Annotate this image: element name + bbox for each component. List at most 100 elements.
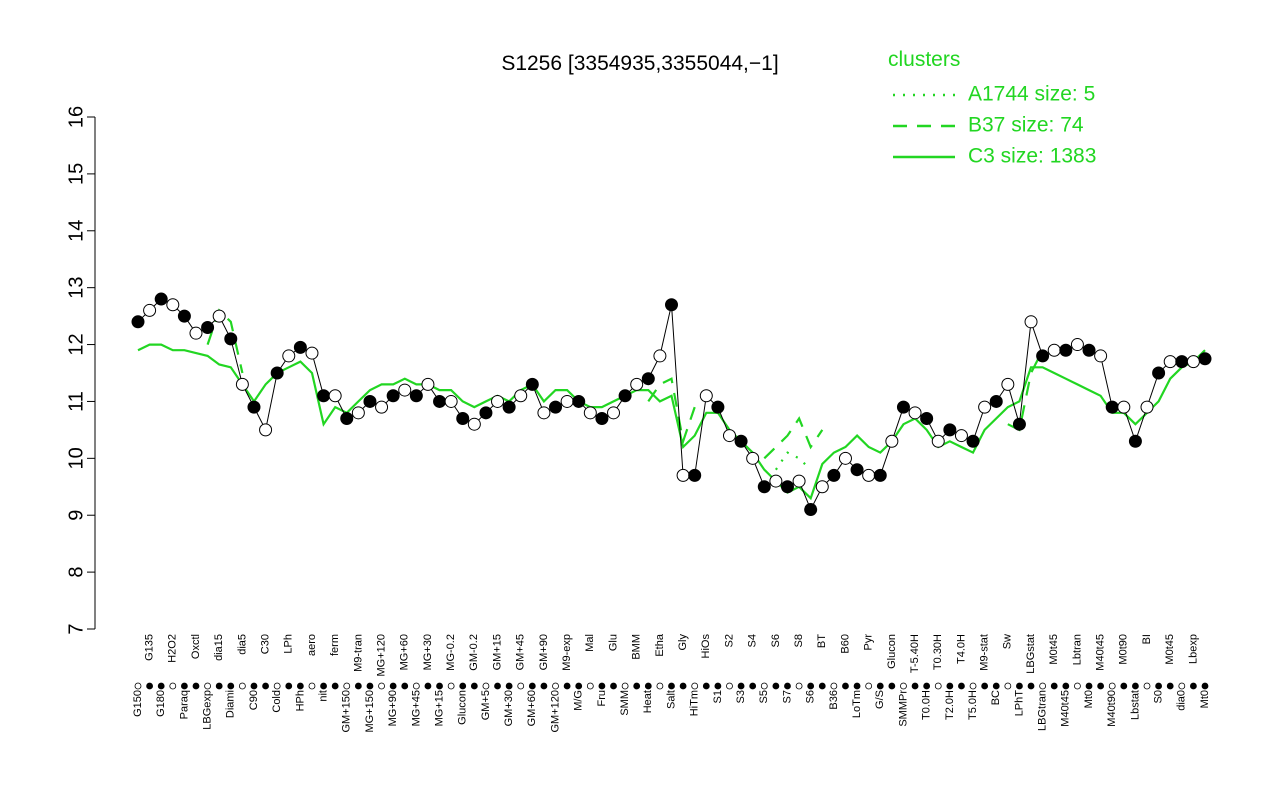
- x-tick-label: S8: [793, 634, 805, 647]
- x-tick-label: G/S: [874, 690, 886, 709]
- x-tick-label: LoTm: [851, 690, 863, 718]
- x-marker: [215, 682, 223, 690]
- y-tick-label: 9: [65, 510, 87, 521]
- x-tick-label: Heat: [642, 690, 654, 713]
- x-marker: [644, 682, 652, 690]
- data-point: [1094, 349, 1108, 363]
- x-marker: [981, 682, 989, 690]
- x-marker: [296, 682, 304, 690]
- data-point: [804, 503, 818, 517]
- data-point: [247, 400, 261, 414]
- data-point: [537, 406, 551, 420]
- data-point: [873, 468, 887, 482]
- data-point: [792, 474, 806, 488]
- x-tick-label: M9-exp: [561, 634, 573, 671]
- x-marker: [1108, 682, 1116, 690]
- x-marker: [401, 682, 409, 690]
- x-marker: [366, 682, 374, 690]
- x-tick-label: Lbstat: [1129, 690, 1141, 720]
- x-tick-label: T4.0H: [955, 634, 967, 664]
- data-point: [328, 389, 342, 403]
- x-tick-label: M0t45: [1048, 634, 1060, 665]
- x-marker: [784, 682, 791, 690]
- x-tick-label: Glu: [607, 634, 619, 651]
- x-tick-label: MG-0.2: [445, 634, 457, 671]
- x-marker: [1085, 682, 1093, 690]
- data-point: [665, 298, 678, 312]
- x-tick-label: BT: [816, 634, 828, 648]
- x-marker: [1178, 682, 1186, 690]
- data-point: [479, 406, 493, 420]
- x-marker: [331, 682, 339, 690]
- x-tick-label: HiTm: [689, 690, 701, 716]
- x-marker: [146, 682, 153, 690]
- legend-label: B37 size: 74: [968, 114, 1084, 137]
- x-tick-label: Mt0: [1083, 690, 1095, 708]
- x-marker: [192, 682, 200, 690]
- x-marker: [238, 682, 246, 690]
- data-point: [676, 468, 690, 482]
- x-marker: [668, 682, 675, 690]
- data-point: [780, 480, 794, 494]
- x-marker: [586, 682, 594, 690]
- x-marker: [946, 682, 954, 690]
- x-tick-label: Mal: [584, 634, 596, 652]
- x-marker: [447, 682, 455, 690]
- x-tick-label: MG+150: [364, 690, 376, 733]
- x-tick-label: BC: [990, 690, 1002, 705]
- x-marker: [1190, 682, 1197, 690]
- x-tick-label: Paraq: [178, 690, 190, 719]
- data-point: [989, 394, 1003, 408]
- x-tick-label: BI: [1141, 634, 1153, 644]
- data-point: [1036, 349, 1050, 363]
- data-point: [931, 434, 945, 448]
- x-marker: [494, 682, 501, 690]
- data-point: [491, 394, 505, 408]
- x-tick-label: LBGtran: [1037, 690, 1049, 731]
- x-tick-label: Diami: [225, 690, 237, 718]
- x-tick-label: S6: [770, 634, 782, 647]
- x-marker: [389, 682, 397, 690]
- y-tick-label: 7: [65, 623, 87, 634]
- x-marker: [842, 682, 849, 690]
- x-tick-label: M40t90: [1106, 690, 1118, 727]
- x-tick-label: HiOs: [700, 634, 712, 659]
- x-marker: [227, 682, 235, 690]
- data-point: [1186, 355, 1200, 369]
- y-tick-label: 13: [65, 277, 87, 299]
- data-point: [896, 400, 910, 414]
- data-point: [560, 394, 574, 408]
- series-line: [206, 308, 1044, 460]
- data-point: [1082, 343, 1096, 357]
- data-point: [1105, 400, 1119, 414]
- x-tick-label: Pyr: [863, 634, 875, 651]
- x-tick-label: M40t45: [1095, 634, 1107, 671]
- data-point: [641, 372, 655, 386]
- x-marker: [633, 682, 641, 690]
- x-marker: [540, 682, 548, 690]
- point-line: [137, 298, 1206, 511]
- x-marker: [436, 682, 443, 690]
- data-point: [1128, 434, 1142, 448]
- x-marker: [250, 682, 258, 690]
- data-point: [1024, 315, 1038, 329]
- x-tick-label: M0t45: [1164, 634, 1176, 665]
- data-point: [340, 412, 354, 426]
- x-marker: [424, 682, 432, 690]
- x-marker: [679, 682, 687, 690]
- x-marker: [1201, 682, 1209, 690]
- x-marker: [865, 682, 873, 690]
- x-tick-label: G150: [132, 690, 144, 717]
- data-point: [514, 389, 528, 403]
- x-tick-label: Fru: [596, 690, 608, 707]
- x-marker: [320, 682, 327, 690]
- data-point: [711, 400, 725, 414]
- x-tick-label: M0t90: [1118, 634, 1130, 665]
- x-marker: [760, 682, 768, 690]
- x-marker: [598, 682, 606, 690]
- data-point: [734, 434, 748, 448]
- x-tick-label: MG+30: [422, 634, 434, 670]
- x-marker: [285, 682, 293, 690]
- x-tick-label: M9-tran: [352, 634, 364, 672]
- x-marker: [169, 682, 177, 690]
